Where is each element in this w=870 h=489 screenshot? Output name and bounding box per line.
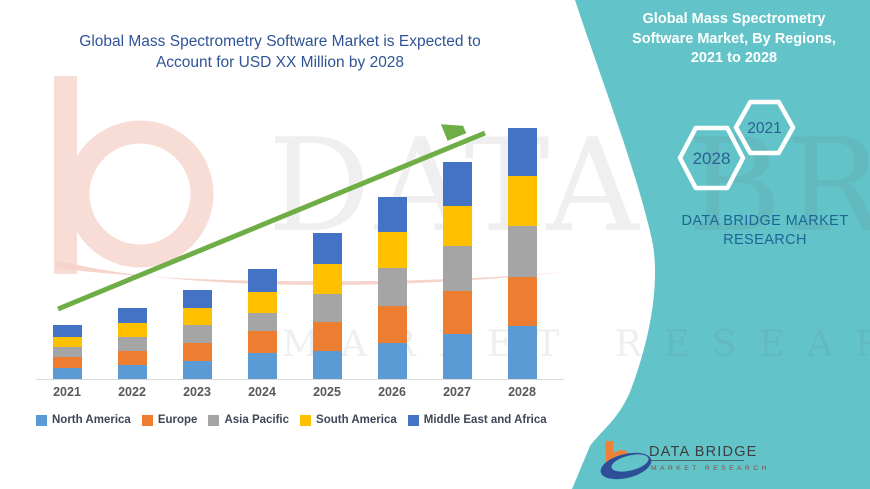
bar-segment	[442, 291, 472, 334]
legend-swatch	[300, 414, 312, 426]
bar-segment	[117, 351, 147, 365]
legend-swatch	[407, 414, 419, 426]
legend-item: Asia Pacific	[208, 414, 289, 426]
bar-segment	[312, 322, 342, 351]
chart-legend: North America Europe Asia Pacific South Ame…	[36, 414, 566, 426]
bar-segment	[377, 268, 407, 306]
bar-segment	[442, 246, 472, 291]
legend-label: Asia Pacific	[224, 414, 290, 426]
watermark-subtitle-text: MARKET RESEARCH	[282, 324, 870, 365]
x-axis-label: 2028	[508, 385, 536, 399]
legend-swatch	[208, 414, 220, 426]
bar-segment	[247, 331, 277, 353]
bar-segment	[247, 269, 277, 292]
bar-segment	[247, 353, 277, 379]
legend-item: Middle East and Africa	[407, 414, 547, 426]
bar-2023	[182, 290, 212, 379]
bar-2025	[312, 233, 342, 379]
bar-segment	[312, 351, 342, 379]
watermark-b-swoosh	[56, 260, 566, 285]
x-axis-label: 2027	[443, 385, 471, 399]
legend-label: Middle East and Africa	[423, 414, 547, 426]
x-axis-label: 2022	[118, 385, 146, 399]
bar-2028	[507, 128, 537, 379]
right-panel-brand-text: DATA BRIDGE MARKET RESEARCH	[640, 212, 870, 250]
bar-segment	[52, 347, 82, 357]
legend-item: Europe	[141, 414, 198, 426]
bar-segment	[117, 323, 147, 337]
legend-item: North America	[36, 414, 131, 426]
right-panel-brand-line2: RESEARCH	[723, 232, 807, 248]
bar-segment	[182, 290, 212, 308]
watermark-b-bowl	[66, 120, 214, 268]
bar-segment	[117, 308, 147, 323]
bar-segment	[442, 334, 472, 379]
bar-2026	[377, 197, 407, 379]
bar-segment	[52, 357, 82, 368]
bar-2024	[247, 269, 277, 379]
bar-segment	[182, 308, 212, 325]
legend-label: North America	[52, 414, 131, 426]
bar-segment	[442, 162, 472, 206]
bar-2022	[117, 308, 147, 379]
bar-segment	[377, 232, 407, 268]
logo-swoosh-cutout	[611, 454, 649, 472]
bar-segment	[182, 343, 212, 361]
bar-segment	[507, 226, 537, 277]
logo-subtitle-text: MARKET RESEARCH	[651, 465, 770, 472]
bar-segment	[507, 277, 537, 326]
x-axis-line	[36, 379, 564, 380]
right-panel-title-line2: Software Market, By Regions,	[632, 30, 836, 47]
bar-segment	[52, 337, 82, 347]
bar-segment	[247, 292, 277, 313]
right-panel-title-line1: Global Mass Spectrometry	[642, 11, 826, 27]
right-panel-title: Global Mass Spectrometry Software Market…	[598, 10, 870, 69]
legend-label: South America	[316, 414, 397, 426]
legend-swatch	[36, 414, 47, 426]
bar-segment	[182, 361, 212, 379]
right-panel-title-line3: 2021 to 2028	[690, 50, 778, 66]
logo-swoosh-icon	[600, 452, 652, 480]
bar-segment	[312, 264, 342, 294]
chart-title-line1: Global Mass Spectrometry Software Market…	[79, 33, 481, 50]
bar-segment	[117, 365, 147, 379]
bar-segment	[247, 313, 277, 331]
logo-b-icon: b	[602, 434, 634, 485]
bar-segment	[52, 325, 82, 337]
legend-swatch	[141, 414, 153, 426]
bar-segment	[507, 326, 537, 379]
bar-segment	[507, 176, 537, 226]
bar-segment	[312, 233, 342, 264]
bar-2027	[442, 162, 472, 379]
bar-segment	[312, 294, 342, 322]
legend-item: South America	[300, 414, 397, 426]
bar-segment	[52, 368, 82, 379]
watermark-b-stem	[54, 76, 77, 274]
right-panel-brand-line1: DATA BRIDGE MARKET	[681, 213, 849, 229]
chart-title: Global Mass Spectrometry Software Market…	[40, 31, 520, 73]
x-axis-label: 2023	[183, 385, 211, 399]
bar-segment	[507, 128, 537, 176]
x-axis-label: 2026	[378, 385, 406, 399]
logo-name-text: DATA BRIDGE	[649, 444, 758, 460]
x-axis-label: 2024	[248, 385, 276, 399]
bar-segment	[377, 197, 407, 232]
legend-label: Europe	[157, 414, 198, 426]
bar-segment	[377, 306, 407, 343]
bar-segment	[182, 325, 212, 343]
bar-segment	[377, 343, 407, 379]
chart-title-line2: Account for USD XX Million by 2028	[155, 54, 405, 71]
bar-2021	[52, 325, 82, 379]
bar-segment	[442, 206, 472, 246]
x-axis-label: 2021	[53, 385, 81, 399]
bar-segment	[117, 337, 147, 351]
x-axis-label: 2025	[313, 385, 341, 399]
